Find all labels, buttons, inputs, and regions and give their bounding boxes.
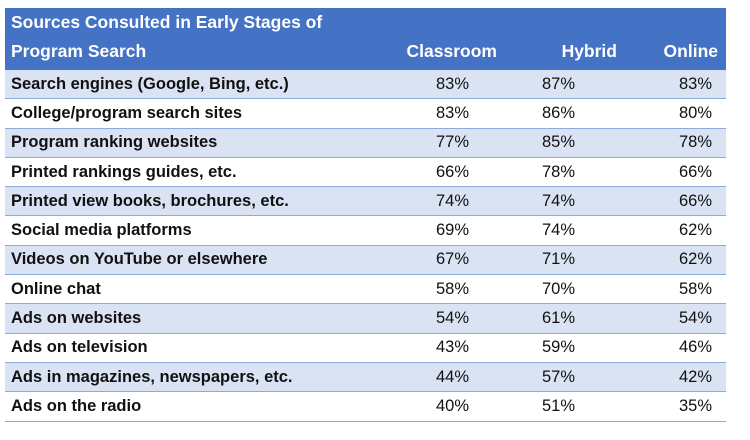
table-body: Search engines (Google, Bing, etc.) 83% 87… [5,70,726,422]
sources-table: Sources Consulted in Early Stages of Pro… [5,8,726,422]
cell-online: 66% [625,186,726,217]
table-title: Sources Consulted in Early Stages of Pro… [5,8,365,70]
table-row: Program ranking websites 77% 85% 78% [5,128,726,158]
cell-online: 80% [625,98,726,129]
cell-classroom: 43% [365,333,505,363]
table-row: Ads on the radio 40% 51% 35% [5,391,726,422]
cell-online: 35% [625,391,726,422]
cell-classroom: 54% [365,303,505,334]
row-label: Ads on television [5,333,365,363]
table-row: College/program search sites 83% 86% 80% [5,98,726,129]
cell-hybrid: 61% [505,303,625,334]
table-row: Ads in magazines, newspapers, etc. 44% 57%… [5,362,726,393]
table-row: Search engines (Google, Bing, etc.) 83% 87… [5,70,726,100]
table-row: Videos on YouTube or elsewhere 67% 71% 62% [5,245,726,276]
table-row: Printed view books, brochures, etc. 74% 74… [5,186,726,217]
row-label: Printed view books, brochures, etc. [5,186,365,217]
cell-hybrid: 59% [505,333,625,363]
table-row: Printed rankings guides, etc. 66% 78% 66% [5,157,726,188]
cell-classroom: 69% [365,215,505,246]
table-row: Online chat 58% 70% 58% [5,274,726,305]
cell-classroom: 40% [365,391,505,422]
row-label: College/program search sites [5,98,365,129]
cell-classroom: 58% [365,274,505,305]
cell-hybrid: 70% [505,274,625,305]
row-label: Ads on the radio [5,391,365,422]
header-row: Sources Consulted in Early Stages of Pro… [5,8,726,70]
cell-online: 62% [625,215,726,246]
cell-hybrid: 78% [505,157,625,188]
row-label: Online chat [5,274,365,305]
column-header-hybrid: Hybrid [505,8,625,70]
cell-classroom: 77% [365,128,505,158]
cell-hybrid: 85% [505,128,625,158]
cell-classroom: 83% [365,70,505,100]
cell-hybrid: 71% [505,245,625,276]
cell-online: 42% [625,362,726,393]
cell-online: 83% [625,70,726,100]
cell-classroom: 67% [365,245,505,276]
cell-hybrid: 87% [505,70,625,100]
cell-hybrid: 57% [505,362,625,393]
row-label: Printed rankings guides, etc. [5,157,365,188]
cell-online: 66% [625,157,726,188]
table-row: Social media platforms 69% 74% 62% [5,215,726,246]
row-label: Videos on YouTube or elsewhere [5,245,365,276]
row-label: Ads in magazines, newspapers, etc. [5,362,365,393]
cell-hybrid: 74% [505,186,625,217]
cell-hybrid: 86% [505,98,625,129]
table-row: Ads on websites 54% 61% 54% [5,303,726,334]
cell-online: 78% [625,128,726,158]
table-row: Ads on television 43% 59% 46% [5,333,726,363]
row-label: Social media platforms [5,215,365,246]
cell-classroom: 44% [365,362,505,393]
column-header-online: Online [625,8,726,70]
cell-online: 54% [625,303,726,334]
row-label: Ads on websites [5,303,365,334]
cell-online: 62% [625,245,726,276]
cell-classroom: 83% [365,98,505,129]
row-label: Program ranking websites [5,128,365,158]
cell-online: 58% [625,274,726,305]
column-header-classroom: Classroom [365,8,505,70]
cell-classroom: 74% [365,186,505,217]
row-label: Search engines (Google, Bing, etc.) [5,70,365,100]
cell-online: 46% [625,333,726,363]
cell-hybrid: 74% [505,215,625,246]
cell-hybrid: 51% [505,391,625,422]
cell-classroom: 66% [365,157,505,188]
